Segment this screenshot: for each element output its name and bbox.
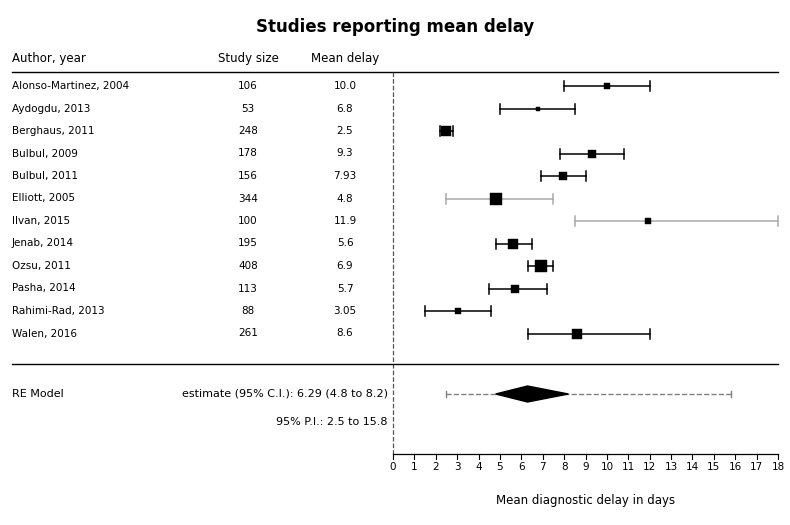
Text: 5.7: 5.7: [337, 284, 353, 293]
Text: 408: 408: [238, 261, 258, 271]
Text: Jenab, 2014: Jenab, 2014: [12, 238, 74, 248]
Text: Mean diagnostic delay in days: Mean diagnostic delay in days: [496, 494, 675, 507]
Text: Elliott, 2005: Elliott, 2005: [12, 194, 75, 204]
Polygon shape: [495, 386, 568, 402]
Text: 344: 344: [238, 194, 258, 204]
Text: 17: 17: [750, 462, 763, 472]
Text: 10: 10: [600, 462, 614, 472]
Text: 12: 12: [643, 462, 656, 472]
Text: 11.9: 11.9: [333, 216, 356, 226]
Text: 1: 1: [411, 462, 418, 472]
Text: 106: 106: [238, 81, 258, 91]
Text: 88: 88: [242, 306, 254, 316]
Text: 53: 53: [242, 103, 254, 113]
Text: 6.9: 6.9: [337, 261, 353, 271]
Text: Author, year: Author, year: [12, 52, 86, 65]
Text: 156: 156: [238, 171, 258, 181]
Text: Walen, 2016: Walen, 2016: [12, 329, 77, 339]
Text: 5: 5: [497, 462, 503, 472]
Text: 8: 8: [561, 462, 567, 472]
Text: Pasha, 2014: Pasha, 2014: [12, 284, 76, 293]
Text: 16: 16: [728, 462, 742, 472]
Text: 195: 195: [238, 238, 258, 248]
Text: 15: 15: [707, 462, 720, 472]
Text: 7.93: 7.93: [333, 171, 356, 181]
Text: 2: 2: [432, 462, 439, 472]
Text: 6: 6: [518, 462, 525, 472]
Text: 113: 113: [238, 284, 258, 293]
Text: Mean delay: Mean delay: [311, 52, 379, 65]
Text: 13: 13: [664, 462, 678, 472]
Text: 100: 100: [239, 216, 258, 226]
Text: Bulbul, 2011: Bulbul, 2011: [12, 171, 78, 181]
Text: Berghaus, 2011: Berghaus, 2011: [12, 126, 95, 136]
Text: 5.6: 5.6: [337, 238, 353, 248]
Text: Bulbul, 2009: Bulbul, 2009: [12, 149, 78, 159]
Text: 248: 248: [238, 126, 258, 136]
Text: 8.6: 8.6: [337, 329, 353, 339]
Text: 178: 178: [238, 149, 258, 159]
Text: 4: 4: [476, 462, 482, 472]
Text: 7: 7: [540, 462, 546, 472]
Text: 10.0: 10.0: [333, 81, 356, 91]
Text: 261: 261: [238, 329, 258, 339]
Text: 95% P.I.: 2.5 to 15.8: 95% P.I.: 2.5 to 15.8: [276, 417, 388, 427]
Text: 6.8: 6.8: [337, 103, 353, 113]
Text: 2.5: 2.5: [337, 126, 353, 136]
Text: Rahimi-Rad, 2013: Rahimi-Rad, 2013: [12, 306, 104, 316]
Text: estimate (95% C.I.): 6.29 (4.8 to 8.2): estimate (95% C.I.): 6.29 (4.8 to 8.2): [182, 389, 388, 399]
Text: 0: 0: [389, 462, 397, 472]
Text: 3: 3: [453, 462, 461, 472]
Text: 9: 9: [582, 462, 589, 472]
Text: 18: 18: [771, 462, 784, 472]
Text: Studies reporting mean delay: Studies reporting mean delay: [256, 18, 534, 36]
Text: Ozsu, 2011: Ozsu, 2011: [12, 261, 71, 271]
Text: 4.8: 4.8: [337, 194, 353, 204]
Text: 14: 14: [686, 462, 699, 472]
Text: Alonso-Martinez, 2004: Alonso-Martinez, 2004: [12, 81, 129, 91]
Text: Aydogdu, 2013: Aydogdu, 2013: [12, 103, 90, 113]
Text: RE Model: RE Model: [12, 389, 64, 399]
Text: Ilvan, 2015: Ilvan, 2015: [12, 216, 70, 226]
Text: 11: 11: [622, 462, 635, 472]
Text: 9.3: 9.3: [337, 149, 353, 159]
Text: Study size: Study size: [217, 52, 278, 65]
Text: 3.05: 3.05: [333, 306, 356, 316]
